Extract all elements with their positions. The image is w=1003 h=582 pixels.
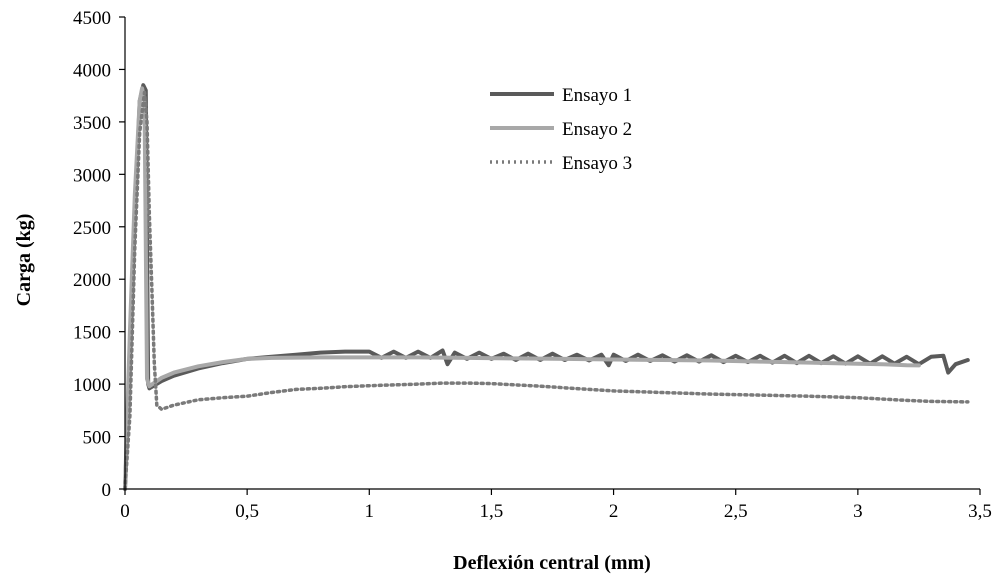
legend-label-ensayo-2: Ensayo 2	[562, 119, 632, 140]
legend: Ensayo 1 Ensayo 2 Ensayo 3	[490, 85, 632, 174]
x-tick-label: 3	[853, 501, 863, 522]
y-axis-ticks: 0 500 1000 1500 2000 2500 3000 3500 4000 4500	[73, 8, 125, 501]
y-tick-label: 500	[83, 428, 112, 449]
y-tick-label: 1000	[73, 375, 111, 396]
legend-label-ensayo-1: Ensayo 1	[562, 85, 632, 106]
y-tick-label: 1500	[73, 323, 111, 344]
y-tick-label: 4000	[73, 60, 111, 81]
x-axis-ticks: 0 0,5 1 1,5 2 2,5 3 3,5	[120, 489, 992, 522]
legend-label-ensayo-3: Ensayo 3	[562, 153, 632, 174]
y-tick-label: 3500	[73, 113, 111, 134]
y-tick-label: 3000	[73, 165, 111, 186]
x-tick-label: 1,5	[480, 501, 504, 522]
y-tick-label: 2000	[73, 270, 111, 291]
plot-area: 0 0,5 1 1,5 2 2,5 3 3,5 0 500 1000 1500 2000 2500 300…	[73, 8, 992, 522]
series-layer	[123, 83, 970, 491]
series-line-ensayo-2	[123, 86, 921, 491]
x-tick-label: 2,5	[724, 501, 748, 522]
x-tick-label: 2	[609, 501, 619, 522]
x-tick-label: 3,5	[968, 501, 992, 522]
y-tick-label: 4500	[73, 8, 111, 29]
series-line-ensayo-3	[123, 90, 970, 491]
y-tick-label: 2500	[73, 218, 111, 239]
x-tick-label: 0,5	[235, 501, 259, 522]
series-line-ensayo-1	[123, 83, 970, 491]
x-tick-label: 0	[120, 501, 130, 522]
x-tick-label: 1	[365, 501, 375, 522]
y-axis-title: Carga (kg)	[13, 214, 35, 307]
y-tick-label: 0	[102, 480, 112, 501]
x-axis-title: Deflexión central (mm)	[453, 552, 651, 574]
